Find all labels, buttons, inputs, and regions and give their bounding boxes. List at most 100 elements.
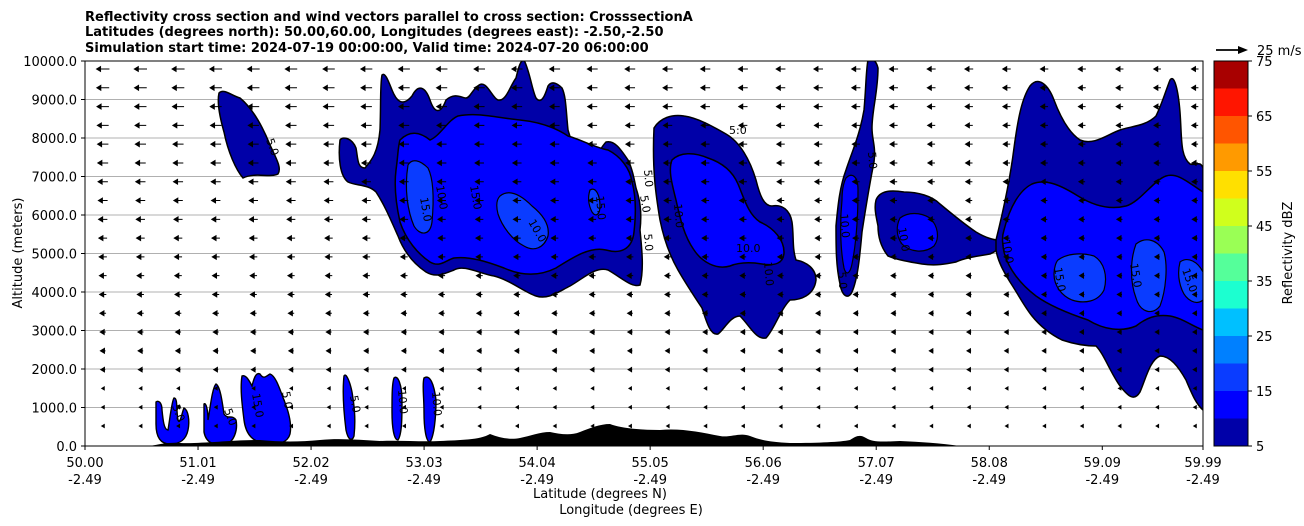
wind-vector xyxy=(324,253,333,261)
wind-vector xyxy=(325,366,332,373)
wind-vector xyxy=(511,122,522,129)
wind-vector xyxy=(1115,84,1124,92)
wind-vector xyxy=(1191,329,1198,335)
wind-vector xyxy=(360,122,372,129)
wind-vector xyxy=(550,253,559,261)
wind-vector xyxy=(289,423,294,429)
wind-vector xyxy=(589,328,595,336)
colorbar-segment xyxy=(1214,281,1248,309)
wind-vector xyxy=(362,328,370,336)
wind-vector xyxy=(322,84,335,92)
wind-vector xyxy=(966,386,971,391)
x-tick-label-lon: -2.49 xyxy=(1085,473,1119,488)
wind-vector xyxy=(136,309,144,317)
wind-vector xyxy=(171,103,185,110)
wind-vector xyxy=(1154,329,1160,336)
wind-vector xyxy=(662,140,673,148)
contour-label: 10.0 xyxy=(895,226,912,252)
contour-label: 5.0 xyxy=(835,271,849,290)
y-tick-label: 6000.0 xyxy=(32,209,78,224)
wind-vector xyxy=(1078,291,1085,298)
wind-vector xyxy=(362,272,370,279)
wind-vector xyxy=(699,65,711,73)
wind-vector xyxy=(397,84,410,92)
wind-vector xyxy=(1040,159,1048,167)
wind-vector xyxy=(360,159,372,167)
wind-vector xyxy=(436,197,446,204)
wind-vector xyxy=(1042,404,1047,410)
wind-vector xyxy=(624,103,635,110)
colorbar-segment xyxy=(1214,226,1248,254)
wind-vector xyxy=(625,234,634,242)
wind-vector xyxy=(590,386,595,391)
wind-vector xyxy=(1041,291,1047,298)
wind-vector xyxy=(966,404,971,410)
wind-vector xyxy=(135,253,145,261)
wind-vector xyxy=(249,272,258,279)
wind-vector xyxy=(1116,291,1123,298)
wind-vector xyxy=(625,159,635,167)
colorbar-segment xyxy=(1214,336,1248,364)
wind-vector xyxy=(172,197,183,204)
wind-vector xyxy=(436,122,447,129)
wind-vector xyxy=(97,234,108,242)
wind-vector xyxy=(888,65,899,73)
wind-vector xyxy=(589,347,595,354)
wind-vector xyxy=(511,103,523,110)
wind-vector xyxy=(322,65,335,73)
wind-vector xyxy=(1116,347,1122,354)
y-tick-label: 5000.0 xyxy=(32,248,78,263)
wind-vector xyxy=(663,272,671,279)
wind-vector xyxy=(813,122,823,129)
wind-vector xyxy=(96,140,109,148)
wind-vector xyxy=(322,122,335,129)
wind-vector xyxy=(927,216,935,223)
wind-vector xyxy=(587,178,597,186)
wind-vector xyxy=(703,386,708,391)
wind-vector xyxy=(251,386,256,391)
wind-vector xyxy=(137,366,143,373)
wind-vector xyxy=(1041,310,1047,317)
wind-vector xyxy=(211,253,220,261)
colorbar-segment xyxy=(1214,61,1248,89)
y-axis-label: Altitude (meters) xyxy=(11,198,26,309)
wind-vector xyxy=(364,404,369,410)
wind-vector xyxy=(1003,310,1010,317)
wind-vector xyxy=(700,140,710,148)
wind-vector xyxy=(624,122,635,129)
wind-vector xyxy=(476,366,482,373)
wind-vector xyxy=(551,309,558,317)
wind-vector xyxy=(550,234,559,242)
wind-vector xyxy=(965,328,972,336)
wind-vector xyxy=(1078,253,1085,261)
wind-vector xyxy=(1003,347,1009,354)
y-tick-label: 8000.0 xyxy=(32,132,78,147)
wind-vector xyxy=(1191,291,1198,298)
wind-vector xyxy=(438,328,445,336)
wind-vector xyxy=(852,328,859,336)
wind-vector xyxy=(136,291,144,298)
colorbar-segment xyxy=(1214,363,1248,391)
wind-vector xyxy=(702,366,708,373)
contour-label: 5.0 xyxy=(263,137,281,158)
wind-vector xyxy=(98,291,107,298)
wind-vector xyxy=(287,328,294,336)
wind-vector xyxy=(852,272,859,279)
wind-vector xyxy=(928,310,934,317)
wind-vector xyxy=(322,103,335,110)
wind-vector xyxy=(1078,234,1085,242)
contour-label: 10.0 xyxy=(433,184,450,210)
wind-vector xyxy=(700,159,710,167)
wind-vector xyxy=(326,386,331,391)
wind-vector xyxy=(324,272,333,279)
wind-vector xyxy=(324,291,333,298)
wind-vector xyxy=(134,140,146,148)
colorbar-label: Reflectivity dBZ xyxy=(1281,202,1296,305)
wind-vector xyxy=(437,291,445,298)
wind-vector xyxy=(1116,234,1123,242)
wind-vector xyxy=(398,103,410,110)
wind-vector xyxy=(510,65,523,73)
contour-label: 15.0 xyxy=(249,392,266,418)
wind-vector xyxy=(209,84,222,92)
y-tick-label: 7000.0 xyxy=(32,171,78,186)
